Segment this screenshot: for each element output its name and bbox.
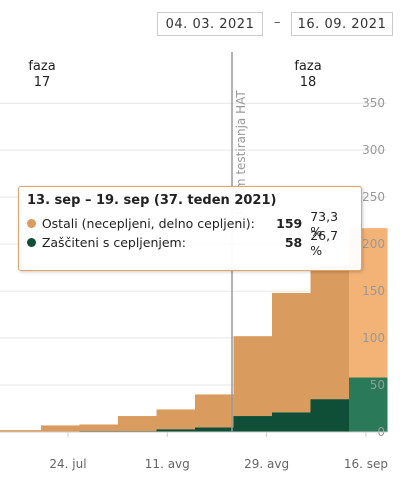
y-tick-label: 150 [362, 284, 385, 298]
bar-segment [233, 416, 272, 432]
bar-segment [233, 336, 272, 417]
y-tick-label: 250 [362, 190, 385, 204]
bar-segment [310, 266, 349, 400]
phase-number: 17 [34, 75, 51, 90]
x-tick-label: 11. avg [145, 457, 190, 471]
date-to[interactable]: 16. 09. 2021 [291, 12, 393, 36]
tooltip-share: 73,3 % [310, 208, 339, 239]
annotation: Režim testiranja HAT [234, 90, 248, 215]
y-tick-label: 200 [362, 237, 385, 251]
bar-segment [79, 424, 118, 432]
bar-segment [195, 427, 234, 432]
bar-segment [195, 394, 234, 428]
x-tick-label: 29. avg [244, 457, 289, 471]
y-tick-label: 100 [362, 331, 385, 345]
bar-segment [156, 429, 195, 432]
tooltip-row: Ostali (necepljeni, delno cepljeni): 159… [27, 209, 353, 239]
tooltip-dot [27, 219, 36, 228]
phase-label: faza [294, 59, 321, 74]
y-tick-label: 350 [362, 96, 385, 110]
bar-segment [118, 416, 157, 432]
x-tick-label: 24. jul [49, 457, 86, 471]
bar-segment [41, 425, 80, 432]
bar-segment [272, 412, 311, 432]
tooltip-label: Zaščiteni s cepljenjem: [41, 235, 186, 250]
tooltip-share: 26,7 % [310, 227, 339, 258]
phase-number: 18 [300, 75, 317, 90]
tooltip-title: 13. sep – 19. sep (37. teden 2021) [27, 193, 277, 208]
tooltip-label: Ostali (necepljeni, delno cepljeni): [41, 216, 255, 231]
tooltip-value: 58 [284, 235, 303, 250]
phase-label: faza [28, 59, 55, 74]
tooltip-row: Zaščiteni s cepljenjem: 58 26,7 % [27, 228, 353, 258]
bar-segment [349, 377, 388, 432]
bar-segment [0, 430, 3, 432]
bar-segment [156, 409, 195, 430]
date-from[interactable]: 04. 03. 2021 [157, 12, 263, 36]
bar-segment [272, 292, 311, 413]
y-tick-label: 50 [370, 378, 385, 392]
x-tick-label: 16. sep [344, 457, 388, 471]
y-tick-label: 300 [362, 143, 385, 157]
tooltip-dot [27, 238, 36, 247]
date-separator: – [274, 15, 281, 30]
bar-segment [2, 430, 41, 432]
bar-segment [310, 399, 349, 432]
tooltip: 13. sep – 19. sep (37. teden 2021) Ostal… [18, 186, 362, 271]
tooltip-value: 159 [276, 216, 303, 231]
